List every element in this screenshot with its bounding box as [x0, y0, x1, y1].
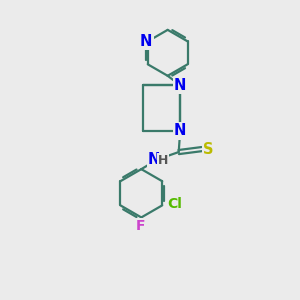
Text: S: S [203, 142, 213, 157]
Text: N: N [148, 152, 160, 167]
Text: N: N [140, 34, 152, 49]
Text: N: N [174, 123, 186, 138]
Text: Cl: Cl [167, 197, 182, 211]
Text: H: H [158, 154, 168, 167]
Text: F: F [136, 219, 146, 233]
Text: N: N [174, 78, 186, 93]
